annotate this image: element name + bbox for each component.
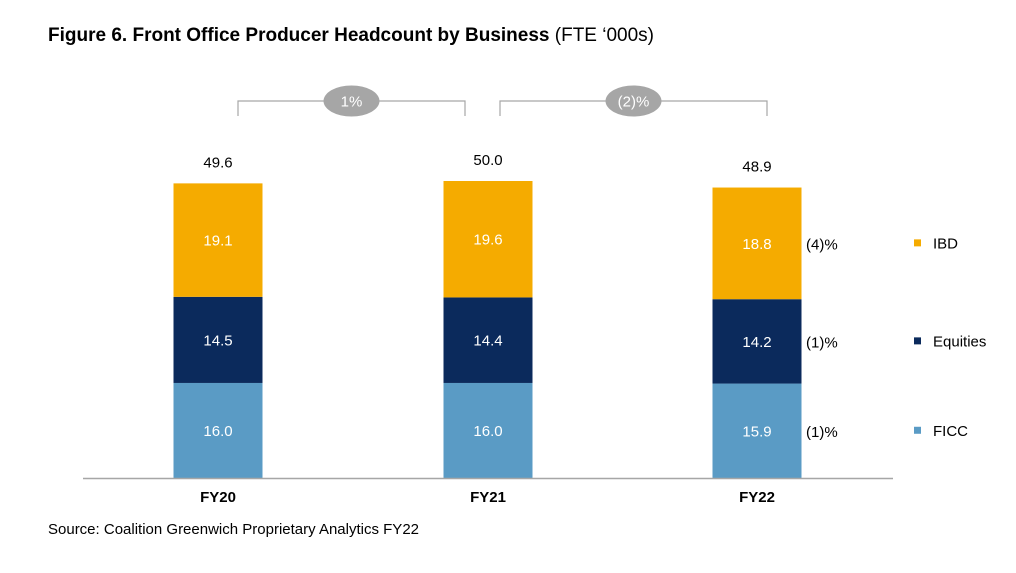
bar-segments (173, 181, 802, 478)
x-tick-label-fy20: FY20 (200, 489, 236, 506)
bar-equities-fy22 (712, 299, 802, 384)
period-change-brackets: 1% (2)% (237, 85, 768, 117)
x-tick-labels: FY20 FY21 FY22 (200, 489, 775, 506)
bar-ficc-fy22 (712, 383, 802, 478)
legend-label-equities: Equities (933, 333, 986, 350)
source-note: Source: Coalition Greenwich Proprietary … (48, 521, 420, 538)
legend-swatch-ficc (914, 426, 921, 434)
bar-ibd-fy22 (712, 187, 802, 300)
data-label-ficc-fy22: 15.9 (742, 423, 771, 440)
data-label-ficc-fy21: 16.0 (473, 423, 502, 440)
data-label-ficc-fy20: 16.0 (203, 423, 232, 440)
legend-swatch-equities (914, 337, 921, 345)
legend: IBD Equities FICC (914, 235, 986, 440)
chart-title-unit: (FTE ‘000s) (554, 25, 655, 46)
change-bubble-label-fy21-fy22: (2)% (618, 94, 650, 111)
change-label-ibd: (4)% (806, 236, 838, 253)
x-tick-label-fy22: FY22 (739, 489, 775, 506)
legend-swatch-ibd (914, 239, 921, 247)
data-label-equities-fy20: 14.5 (203, 332, 232, 349)
change-bubble-fy20-fy21 (323, 85, 380, 117)
total-label-fy21: 50.0 (473, 152, 502, 169)
change-label-equities: (1)% (806, 334, 838, 351)
total-label-fy20: 49.6 (203, 154, 232, 171)
bar-ficc-fy20 (173, 382, 263, 478)
bar-ficc-fy21 (443, 382, 533, 478)
page-title: Figure 6. Front Office Producer Headcoun… (48, 24, 654, 48)
change-label-ficc: (1)% (806, 424, 838, 441)
data-labels: 16.0 14.5 19.1 49.6 16.0 14.4 19.6 50.0 15.9 14.2… (203, 152, 771, 440)
bar-ibd-fy20 (173, 183, 263, 297)
bar-ibd-fy21 (443, 181, 533, 298)
data-label-ibd-fy22: 18.8 (742, 236, 771, 253)
legend-label-ibd: IBD (933, 235, 958, 252)
x-tick-label-fy21: FY21 (470, 489, 506, 506)
total-label-fy22: 48.9 (742, 159, 771, 176)
chart-title: Figure 6. Front Office Producer Headcoun… (48, 25, 550, 46)
change-bubble-fy21-fy22 (605, 85, 662, 117)
data-label-equities-fy22: 14.2 (742, 334, 771, 351)
bar-equities-fy20 (173, 296, 263, 383)
data-label-ibd-fy20: 19.1 (203, 233, 232, 250)
change-bubble-label-fy20-fy21: 1% (341, 94, 363, 111)
series-change-labels: (1)% (1)% (4)% (806, 236, 838, 440)
legend-label-ficc: FICC (933, 423, 968, 440)
bar-equities-fy21 (443, 297, 533, 383)
data-label-ibd-fy21: 19.6 (473, 232, 502, 249)
data-label-equities-fy21: 14.4 (473, 333, 502, 350)
